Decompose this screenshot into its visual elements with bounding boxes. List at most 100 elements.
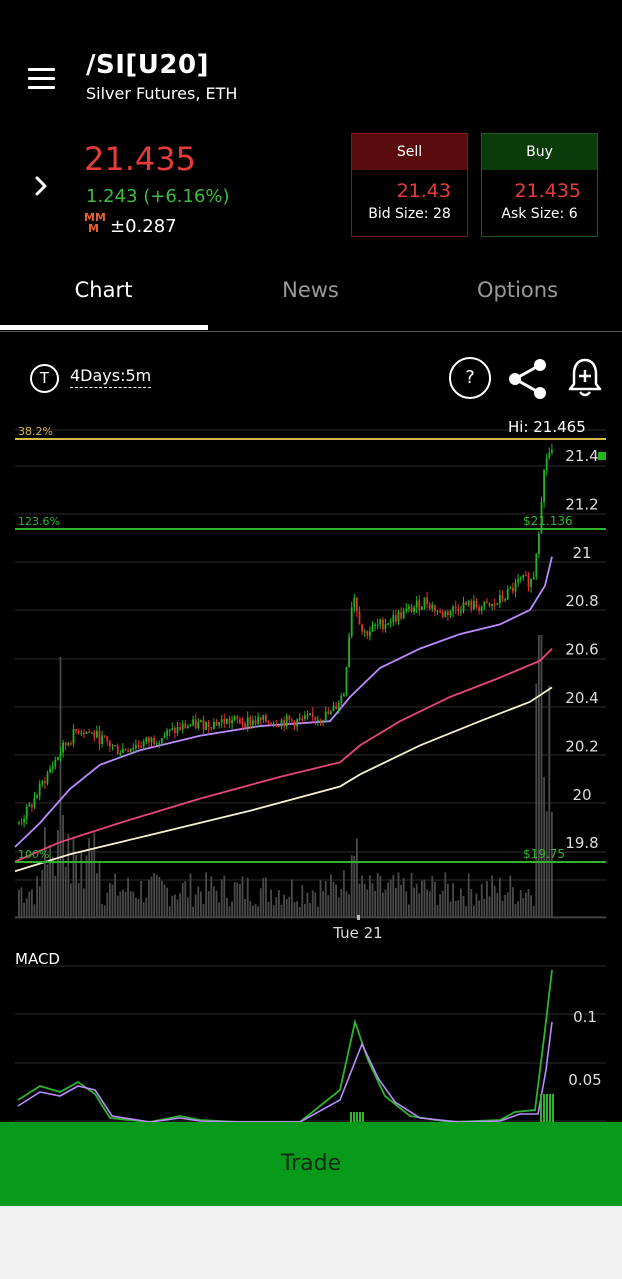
buy-button[interactable]: Buy 21.435 Ask Size: 6 bbox=[481, 133, 598, 237]
volume-bar bbox=[140, 880, 142, 917]
volume-bar bbox=[400, 884, 402, 917]
candle-body bbox=[392, 615, 395, 623]
candle-body bbox=[306, 715, 309, 717]
volume-bar bbox=[356, 838, 358, 917]
volume-bar bbox=[18, 889, 20, 917]
tab-chart[interactable]: Chart bbox=[74, 278, 133, 302]
volume-bar bbox=[233, 882, 236, 917]
candlesticks bbox=[18, 443, 553, 828]
candle-body bbox=[410, 606, 413, 612]
candle-body bbox=[376, 624, 379, 626]
tab-options[interactable]: Options bbox=[476, 278, 559, 302]
tab-news[interactable]: News bbox=[282, 278, 339, 302]
volume-bar bbox=[392, 874, 395, 917]
menu-button[interactable] bbox=[26, 66, 58, 92]
candle-body bbox=[163, 735, 166, 739]
volume-bar bbox=[20, 887, 23, 917]
candle-body bbox=[439, 611, 441, 613]
macd-histogram-bar bbox=[362, 1112, 364, 1122]
y-tick-label: 20 bbox=[572, 786, 591, 804]
candle-body bbox=[470, 601, 473, 610]
candle-body bbox=[109, 741, 111, 747]
volume-bar bbox=[301, 885, 304, 917]
ma-slow-line bbox=[14, 686, 553, 873]
volume-bar bbox=[77, 883, 80, 917]
volume-bar bbox=[421, 880, 423, 917]
candle-body bbox=[93, 732, 96, 738]
volume-bar bbox=[54, 875, 57, 917]
candle-body bbox=[278, 725, 280, 728]
volume-bar bbox=[376, 873, 379, 917]
candle-body bbox=[20, 822, 23, 824]
interval-type-icon[interactable]: T bbox=[30, 364, 59, 393]
volume-bar bbox=[436, 905, 439, 917]
macd-histogram-bar bbox=[359, 1112, 361, 1122]
alert-bell-icon[interactable] bbox=[566, 356, 604, 400]
x-tick-label: Tue 21 bbox=[332, 924, 382, 942]
candle-body bbox=[75, 729, 77, 732]
candle-body bbox=[436, 611, 439, 613]
volume-bar bbox=[249, 901, 252, 917]
candle-body bbox=[366, 631, 369, 636]
candle-body bbox=[270, 722, 272, 726]
candle-body bbox=[543, 469, 545, 502]
mm-label-bottom: M bbox=[88, 222, 99, 235]
candle-body bbox=[288, 715, 291, 720]
candle-body bbox=[353, 597, 356, 608]
volume-bar bbox=[499, 877, 501, 917]
volume-bar bbox=[504, 894, 506, 917]
candle-body bbox=[54, 759, 57, 767]
volume-bar bbox=[103, 905, 106, 917]
chevron-right-icon[interactable] bbox=[30, 172, 54, 200]
volume-bar bbox=[441, 890, 444, 917]
help-icon[interactable]: ? bbox=[449, 357, 491, 399]
candle-body bbox=[491, 604, 493, 607]
volume-bar bbox=[369, 875, 371, 917]
volume-bar bbox=[527, 889, 530, 917]
volume-bar bbox=[129, 891, 132, 917]
candle-body bbox=[161, 738, 163, 744]
market-maker-move-icon: MM M bbox=[84, 212, 106, 234]
candle-body bbox=[522, 574, 525, 578]
bottom-spacer bbox=[0, 1206, 622, 1279]
ma-mid-line bbox=[14, 647, 553, 863]
volume-bar bbox=[288, 896, 291, 917]
volume-bar bbox=[51, 856, 54, 917]
volume-bar bbox=[111, 884, 114, 917]
ask-price: 21.435 bbox=[514, 180, 581, 202]
sell-button[interactable]: Sell 21.43 Bid Size: 28 bbox=[351, 133, 468, 237]
candle-body bbox=[483, 601, 486, 607]
chart-grid bbox=[15, 429, 606, 1122]
volume-bar bbox=[93, 832, 96, 917]
volume-bar bbox=[90, 850, 93, 917]
volume-bar bbox=[483, 898, 486, 917]
volume-bar bbox=[171, 895, 174, 917]
volume-bar bbox=[226, 897, 228, 917]
volume-bar bbox=[335, 884, 337, 917]
volume-bar bbox=[467, 873, 470, 917]
interval-selector[interactable]: 4Days:5m bbox=[70, 366, 152, 388]
y-tick-label: 21 bbox=[572, 544, 591, 562]
trade-button[interactable]: Trade bbox=[0, 1122, 622, 1206]
candle-body bbox=[285, 715, 288, 727]
volume-bar bbox=[215, 890, 218, 917]
volume-bar bbox=[462, 895, 465, 917]
volume-bar bbox=[530, 895, 532, 917]
candle-body bbox=[184, 723, 187, 729]
candle-body bbox=[259, 717, 262, 721]
volume-bar bbox=[457, 899, 460, 917]
volume-bar bbox=[174, 894, 176, 917]
candle-body bbox=[457, 608, 460, 612]
candle-body bbox=[350, 607, 353, 637]
volume-bar bbox=[106, 892, 109, 917]
candle-body bbox=[296, 719, 298, 727]
candle-body bbox=[356, 597, 358, 612]
active-tab-indicator bbox=[0, 325, 208, 330]
share-icon[interactable] bbox=[505, 356, 551, 402]
volume-bar bbox=[168, 906, 171, 917]
candle-body bbox=[426, 597, 428, 604]
candle-body bbox=[317, 719, 319, 721]
candle-body bbox=[527, 575, 530, 587]
candle-body bbox=[540, 501, 543, 534]
